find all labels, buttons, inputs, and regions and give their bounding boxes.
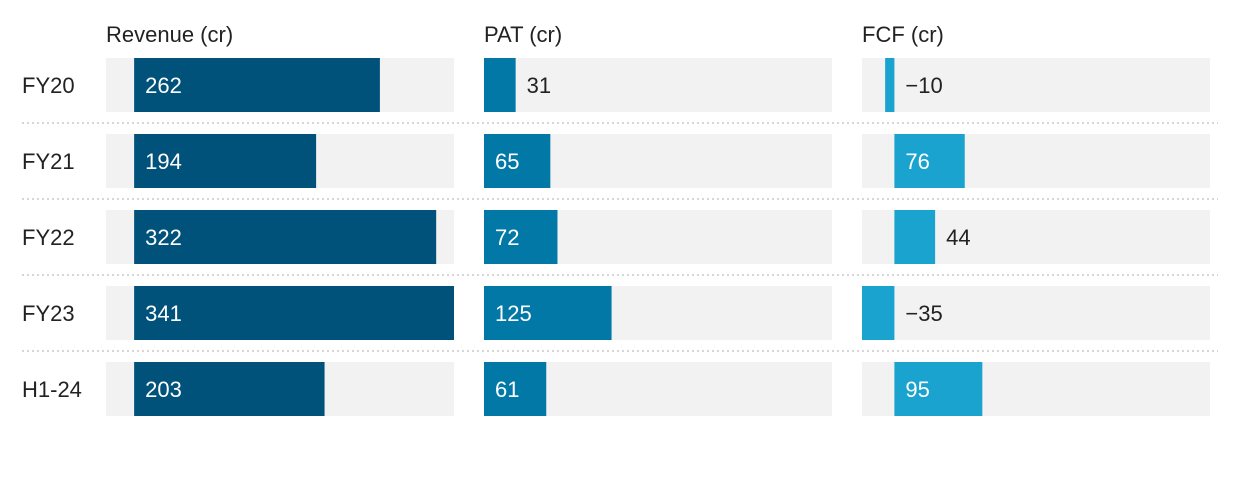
value-label-fcf: 76 xyxy=(905,149,929,174)
bar-revenue xyxy=(134,58,380,112)
value-label-pat: 72 xyxy=(495,225,519,250)
bar-fcf xyxy=(894,210,936,264)
bar-track xyxy=(484,58,832,112)
value-label-revenue: 322 xyxy=(145,225,182,250)
row-label: H1-24 xyxy=(22,377,82,402)
column-title-revenue: Revenue (cr) xyxy=(106,22,233,47)
bar-pat xyxy=(484,286,612,340)
bar-fcf xyxy=(894,362,983,416)
bar-pat xyxy=(484,134,551,188)
value-label-fcf: 95 xyxy=(905,377,929,402)
value-label-pat: 31 xyxy=(527,73,551,98)
row-label: FY21 xyxy=(22,149,75,174)
bar-pat xyxy=(484,58,516,112)
bar-pat xyxy=(484,362,547,416)
chart-rows: FY20 262 31 −10 FY21 194 65 76 FY22 322 72 44 FY23 34… xyxy=(22,58,1218,416)
bar-revenue xyxy=(134,286,454,340)
bar-track xyxy=(862,286,1210,340)
value-label-pat: 125 xyxy=(495,301,532,326)
value-label-revenue: 341 xyxy=(145,301,182,326)
bar-fcf xyxy=(862,286,895,340)
value-label-pat: 65 xyxy=(495,149,519,174)
value-label-revenue: 203 xyxy=(145,377,182,402)
column-title-pat: PAT (cr) xyxy=(484,22,562,47)
bar-track xyxy=(862,58,1210,112)
bar-pat xyxy=(484,210,558,264)
row-label: FY23 xyxy=(22,301,75,326)
bar-revenue xyxy=(134,362,325,416)
column-titles: Revenue (cr) PAT (cr) FCF (cr) xyxy=(106,22,944,47)
value-label-fcf: 44 xyxy=(946,225,970,250)
value-label-fcf: −10 xyxy=(905,73,942,98)
column-title-fcf: FCF (cr) xyxy=(862,22,944,47)
value-label-revenue: 194 xyxy=(145,149,182,174)
bar-revenue xyxy=(134,134,317,188)
row-label: FY20 xyxy=(22,73,75,98)
value-label-fcf: −35 xyxy=(905,301,942,326)
bar-fcf xyxy=(894,134,965,188)
row-label: FY22 xyxy=(22,225,75,250)
value-label-pat: 61 xyxy=(495,377,519,402)
bar-fcf xyxy=(885,58,895,112)
value-label-revenue: 262 xyxy=(145,73,182,98)
bar-revenue xyxy=(134,210,437,264)
